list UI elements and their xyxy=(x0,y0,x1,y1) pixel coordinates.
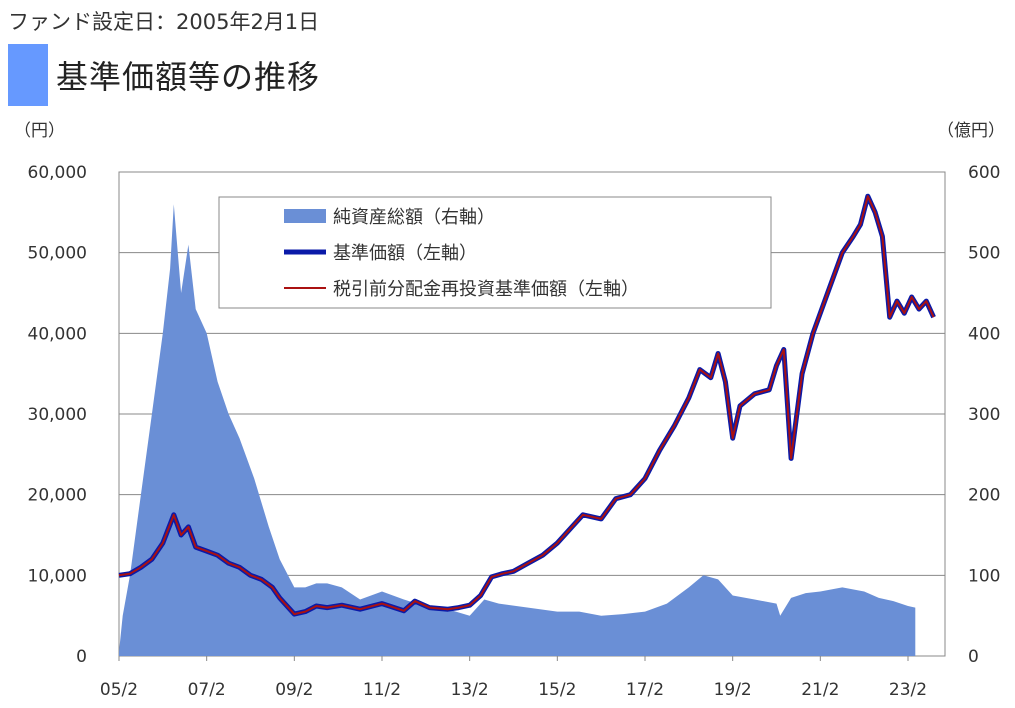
x-tick-label: 19/2 xyxy=(714,680,752,700)
series-area-net-assets xyxy=(119,204,916,657)
x-tick-label: 15/2 xyxy=(538,680,576,700)
y-right-tick-label: 300 xyxy=(968,405,1000,425)
x-tick-label: 21/2 xyxy=(801,680,839,700)
y-right-tick-label: 400 xyxy=(968,324,1000,344)
y-left-tick-label: 10,000 xyxy=(28,566,87,586)
y-right-tick-label: 100 xyxy=(968,566,1000,586)
x-tick-label: 07/2 xyxy=(188,680,226,700)
y-left-tick-label: 0 xyxy=(76,647,87,667)
legend: 純資産総額（右軸） 基準価額（左軸） 税引前分配金再投資基準価額（左軸） xyxy=(218,196,772,309)
x-tick-label: 17/2 xyxy=(626,680,664,700)
y-left-tick-label: 30,000 xyxy=(28,405,87,425)
y-left-tick-label: 20,000 xyxy=(28,486,87,506)
legend-label: 税引前分配金再投資基準価額（左軸） xyxy=(333,279,639,300)
axis-layer: 0 10,000 20,000 30,000 40,000 50,000 60,000 0 10… xyxy=(28,163,1001,700)
legend-swatch-area xyxy=(284,209,326,223)
x-tick-label: 11/2 xyxy=(363,680,401,700)
area-layer xyxy=(119,204,916,657)
y-right-tick-label: 0 xyxy=(968,647,979,667)
left-axis-unit: （円） xyxy=(14,121,65,141)
line-layer xyxy=(118,193,936,617)
x-tick-label: 09/2 xyxy=(275,680,313,700)
legend-label: 純資産総額（右軸） xyxy=(333,207,495,228)
fund-setup-date: ファンド設定日：2005年2月1日 xyxy=(8,10,320,34)
y-right-tick-label: 200 xyxy=(968,486,1000,506)
x-tick-label: 23/2 xyxy=(889,680,927,700)
x-tick-label: 05/2 xyxy=(100,680,138,700)
title-accent-bar xyxy=(8,44,48,106)
y-right-tick-label: 500 xyxy=(968,244,1000,264)
y-left-tick-label: 40,000 xyxy=(28,324,87,344)
y-right-tick-label: 600 xyxy=(968,163,1000,183)
y-left-tick-label: 50,000 xyxy=(28,244,87,264)
legend-label: 基準価額（左軸） xyxy=(333,243,477,264)
x-tick-label: 13/2 xyxy=(451,680,489,700)
series-line-reinvested-nav xyxy=(118,195,935,616)
page-title: 基準価額等の推移 xyxy=(56,58,321,96)
right-axis-unit: （億円） xyxy=(937,121,1005,141)
y-left-tick-label: 60,000 xyxy=(28,163,87,183)
